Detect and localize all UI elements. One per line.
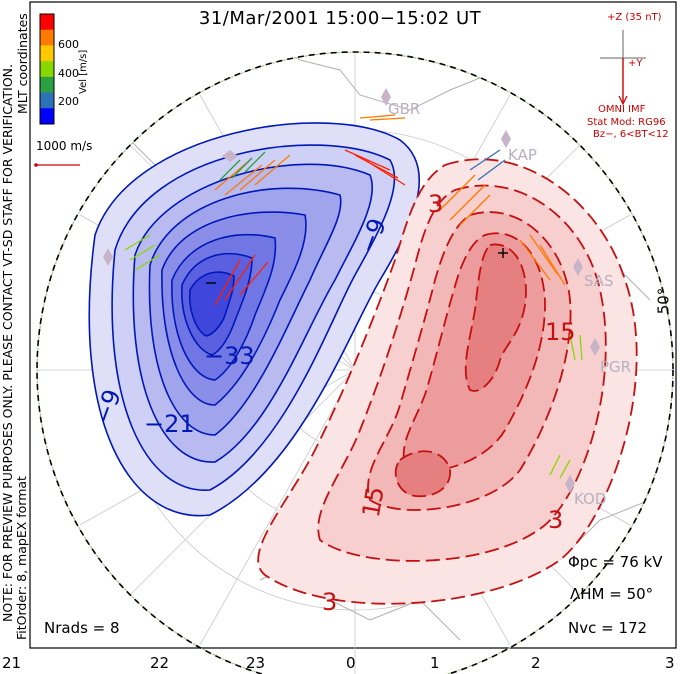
station-label-gbr: GBR — [388, 100, 421, 118]
imf-by-label: +Y — [628, 58, 643, 69]
contour-label: −33 — [204, 342, 255, 370]
contour-label: 15 — [545, 318, 576, 346]
mlt-tick: 23 — [246, 654, 266, 672]
velocity-scale-label: Vel [m/s] — [78, 49, 89, 94]
contour-label: −21 — [144, 410, 195, 438]
station-label-pgr: PGR — [600, 358, 632, 376]
station-markers — [103, 88, 600, 493]
colorbar-segment — [40, 108, 54, 125]
contour-label: 3 — [428, 190, 444, 218]
mlt-tick: 22 — [150, 654, 170, 672]
extrema-markers — [206, 248, 508, 284]
velocity-colorbar — [39, 13, 55, 125]
mlt-tick: 21 — [2, 654, 22, 672]
imf-source: OMNI IMF — [598, 104, 646, 115]
contour-label: 3 — [322, 588, 338, 616]
map-title: 31/Mar/2001 15:00−15:02 UT — [198, 8, 482, 29]
contour-label: 3 — [548, 506, 564, 534]
cross-polar-potential: Φpc = 76 kV — [568, 553, 663, 571]
colorbar-segment — [40, 76, 54, 94]
reference-vector-label: 1000 m/s — [36, 139, 93, 153]
heppner-maynard-boundary — [36, 51, 674, 674]
fit-order-note: FitOrder: 8, mapEX format — [14, 476, 29, 640]
coordinates-label: MLT coordinates — [15, 13, 30, 114]
colorbar-segment — [40, 29, 54, 46]
colorbar-tick: 400 — [58, 67, 79, 80]
colorbar-segment — [40, 45, 54, 62]
velocity-vectors — [124, 114, 583, 479]
colorbar-segment — [40, 92, 54, 109]
station-label-sas: SAS — [584, 272, 614, 290]
imf-condition: Bz−, 6<BT<12 — [593, 129, 669, 140]
mlt-tick: 2 — [531, 654, 541, 672]
colorbar-border — [39, 13, 55, 125]
colorbar-tick: 200 — [58, 95, 79, 108]
imf-bz-label: +Z (35 nT) — [607, 12, 662, 23]
imf-model: Stat Mod: RG96 — [587, 117, 666, 128]
mlt-tick: 0 — [346, 654, 356, 672]
station-label-kod: KOD — [574, 490, 607, 508]
imf-dial — [600, 30, 646, 106]
negative-potential-cell — [88, 122, 421, 517]
hm-boundary-latitude: ΛHM = 50° — [570, 585, 654, 603]
colorbar-segment — [40, 14, 54, 31]
radar-count: Nrads = 8 — [44, 619, 120, 637]
latitude-label: 50° — [654, 287, 673, 315]
preview-note: NOTE: FOR PREVIEW PURPOSES ONLY. PLEASE … — [0, 64, 15, 622]
mlt-tick: 3 — [665, 654, 675, 672]
plot-frame — [29, 1, 677, 649]
colorbar-segment — [40, 61, 54, 78]
colorbar-tick: 600 — [58, 38, 79, 51]
mlt-tick: 1 — [430, 654, 440, 672]
vector-count: Nvc = 172 — [568, 619, 648, 637]
station-label-kap: KAP — [508, 146, 537, 164]
contour-label: 15 — [356, 484, 390, 520]
